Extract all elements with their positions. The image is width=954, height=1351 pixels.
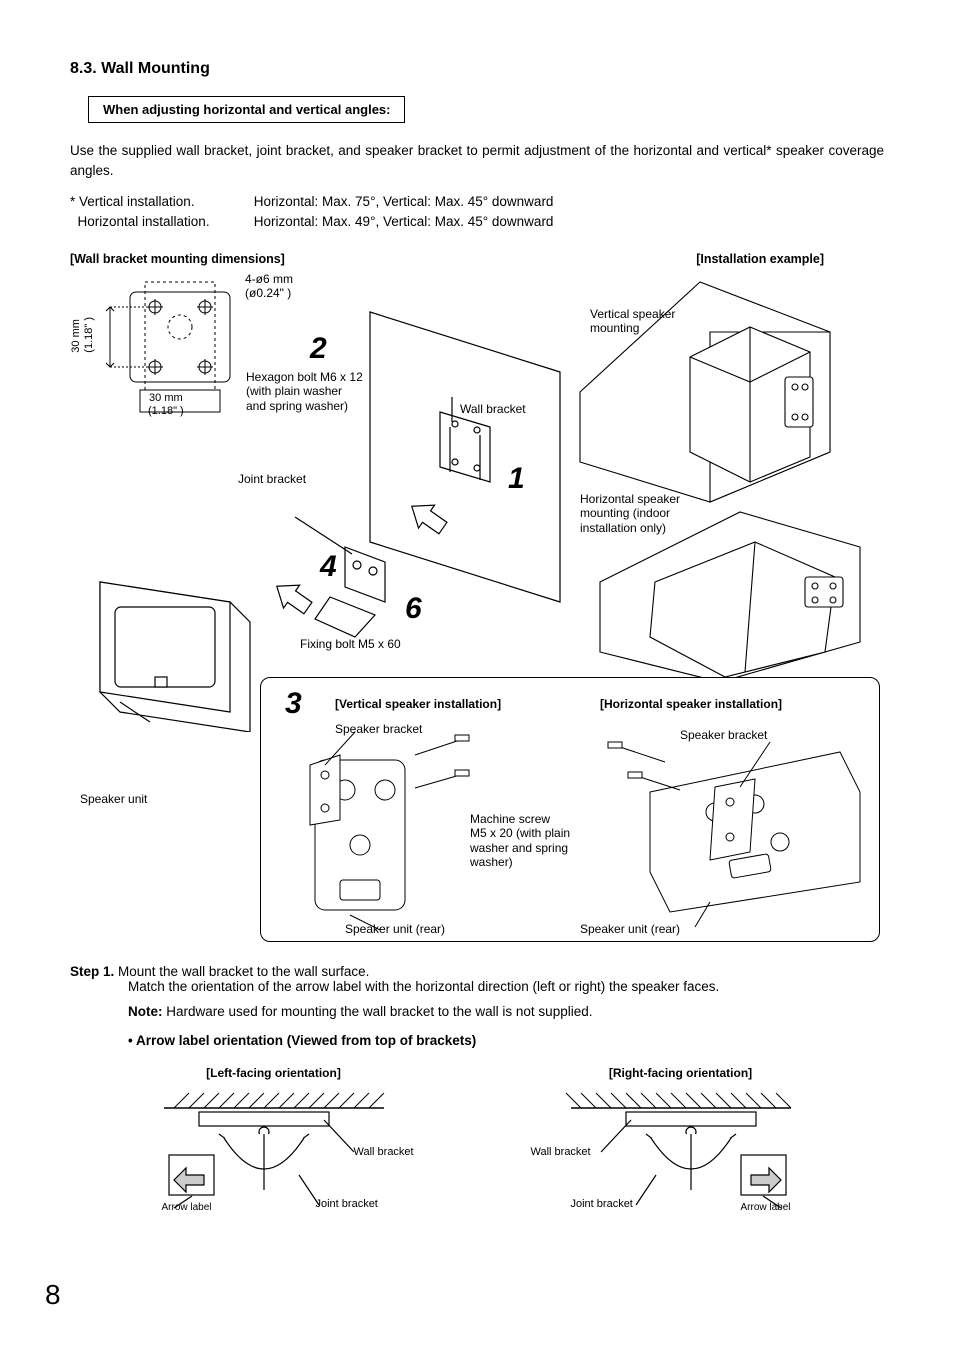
diagram-headers: [Wall bracket mounting dimensions] [Inst… (70, 252, 884, 266)
intro-paragraph: Use the supplied wall bracket, joint bra… (70, 141, 884, 182)
left-orient-col: [Left-facing orientation] (104, 1066, 444, 1220)
page-number: 8 (45, 1279, 61, 1311)
fixing-bolt-label: Fixing bolt M5 x 60 (300, 637, 401, 651)
number-4: 4 (320, 550, 337, 584)
left-orient-title: [Left-facing orientation] (104, 1066, 444, 1080)
joint-bracket-label: Joint bracket (238, 472, 306, 486)
number-1: 1 (508, 462, 525, 496)
number-6: 6 (405, 592, 422, 626)
right-joint-bracket-label: Joint bracket (571, 1198, 633, 1210)
number-2: 2 (310, 332, 327, 366)
note-text: Hardware used for mounting the wall brac… (163, 1004, 593, 1019)
right-orient-col: [Right-facing orientation] (511, 1066, 851, 1220)
hole-spec-label: 4-ø6 mm (ø0.24" ) (245, 272, 293, 301)
arrow-heading: • Arrow label orientation (Viewed from t… (128, 1033, 884, 1048)
horizontal-install-title: [Horizontal speaker installation] (600, 697, 782, 711)
vertical-mounting-label: Vertical speaker mounting (590, 307, 675, 336)
left-arrow-label: Arrow label (162, 1202, 212, 1213)
right-wall-bracket-label: Wall bracket (531, 1146, 591, 1158)
spec-row-2: Horizontal installation. Horizontal: Max… (70, 212, 884, 232)
wall-bracket-label: Wall bracket (460, 402, 526, 416)
left-wall-bracket-label: Wall bracket (354, 1146, 414, 1158)
section-number: 8.3. (70, 60, 97, 77)
speaker-rear-l: Speaker unit (rear) (345, 922, 445, 936)
spec-label-1: * Vertical installation. (70, 192, 250, 212)
header-right: [Installation example] (696, 252, 824, 266)
step-1-line1: Mount the wall bracket to the wall surfa… (118, 964, 369, 979)
horizontal-mounting-label: Horizontal speaker mounting (indoor inst… (580, 492, 680, 535)
subtitle-box: When adjusting horizontal and vertical a… (88, 96, 405, 123)
section-name: Wall Mounting (101, 60, 210, 77)
right-arrow-label: Arrow label (741, 1202, 791, 1213)
hex-bolt-label: Hexagon bolt M6 x 12 (with plain washer … (246, 370, 363, 413)
step-1-note: Note: Hardware used for mounting the wal… (128, 1004, 884, 1019)
spec-value-1: Horizontal: Max. 75°, Vertical: Max. 45°… (254, 194, 554, 209)
spec-label-2: Horizontal installation. (70, 212, 250, 232)
speaker-rear-r: Speaker unit (rear) (580, 922, 680, 936)
header-left: [Wall bracket mounting dimensions] (70, 252, 285, 266)
spec-row-1: * Vertical installation. Horizontal: Max… (70, 192, 884, 212)
left-joint-bracket-label: Joint bracket (316, 1198, 378, 1210)
section-title: 8.3. Wall Mounting (70, 60, 884, 78)
horizontal-install-svg (580, 732, 870, 932)
vertical-install-title: [Vertical speaker installation] (335, 697, 501, 711)
main-diagram: 4-ø6 mm (ø0.24" ) 30 mm (1.18" ) 30 mm (… (70, 272, 884, 952)
number-3: 3 (285, 687, 302, 721)
spec-value-2: Horizontal: Max. 49°, Vertical: Max. 45°… (254, 214, 554, 229)
step-1-label: Step 1. (70, 964, 114, 979)
orientation-row: [Left-facing orientation] (70, 1066, 884, 1220)
speaker-unit-label: Speaker unit (80, 792, 147, 806)
assembly-svg (80, 302, 570, 732)
note-label: Note: (128, 1004, 163, 1019)
right-orient-title: [Right-facing orientation] (511, 1066, 851, 1080)
step-1: Step 1. Mount the wall bracket to the wa… (70, 964, 884, 1019)
vertical-install-svg (305, 730, 485, 930)
machine-screw-label: Machine screw M5 x 20 (with plain washer… (470, 812, 570, 870)
step-1-line2: Match the orientation of the arrow label… (128, 979, 884, 994)
